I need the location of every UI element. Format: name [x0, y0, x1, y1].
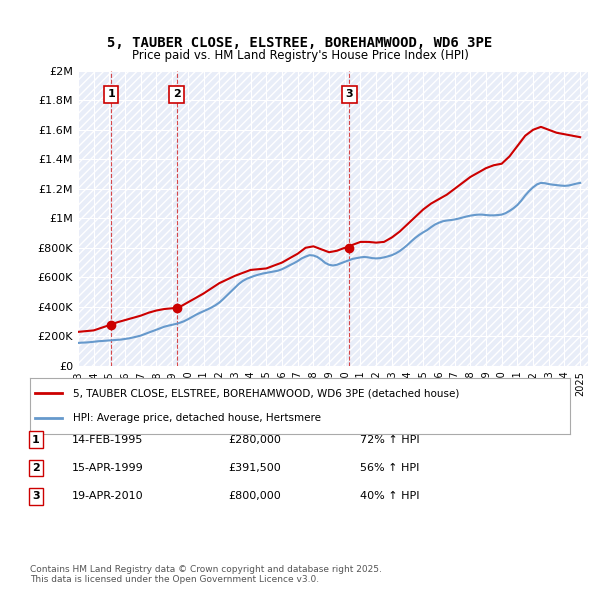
Text: 5, TAUBER CLOSE, ELSTREE, BOREHAMWOOD, WD6 3PE: 5, TAUBER CLOSE, ELSTREE, BOREHAMWOOD, W…: [107, 36, 493, 50]
Text: 3: 3: [346, 90, 353, 99]
Text: £800,000: £800,000: [228, 491, 281, 501]
Text: £280,000: £280,000: [228, 435, 281, 444]
Text: 40% ↑ HPI: 40% ↑ HPI: [360, 491, 419, 501]
Text: 1: 1: [32, 435, 40, 444]
Text: 56% ↑ HPI: 56% ↑ HPI: [360, 463, 419, 473]
Text: 2: 2: [173, 90, 181, 99]
Text: 72% ↑ HPI: 72% ↑ HPI: [360, 435, 419, 444]
Text: 14-FEB-1995: 14-FEB-1995: [72, 435, 143, 444]
Text: 1: 1: [107, 90, 115, 99]
Text: £391,500: £391,500: [228, 463, 281, 473]
Text: 2: 2: [32, 463, 40, 473]
Text: 19-APR-2010: 19-APR-2010: [72, 491, 143, 501]
Text: Contains HM Land Registry data © Crown copyright and database right 2025.
This d: Contains HM Land Registry data © Crown c…: [30, 565, 382, 584]
Text: HPI: Average price, detached house, Hertsmere: HPI: Average price, detached house, Hert…: [73, 413, 321, 423]
Text: 15-APR-1999: 15-APR-1999: [72, 463, 144, 473]
Text: Price paid vs. HM Land Registry's House Price Index (HPI): Price paid vs. HM Land Registry's House …: [131, 49, 469, 62]
Text: 3: 3: [32, 491, 40, 501]
Text: 5, TAUBER CLOSE, ELSTREE, BOREHAMWOOD, WD6 3PE (detached house): 5, TAUBER CLOSE, ELSTREE, BOREHAMWOOD, W…: [73, 388, 460, 398]
